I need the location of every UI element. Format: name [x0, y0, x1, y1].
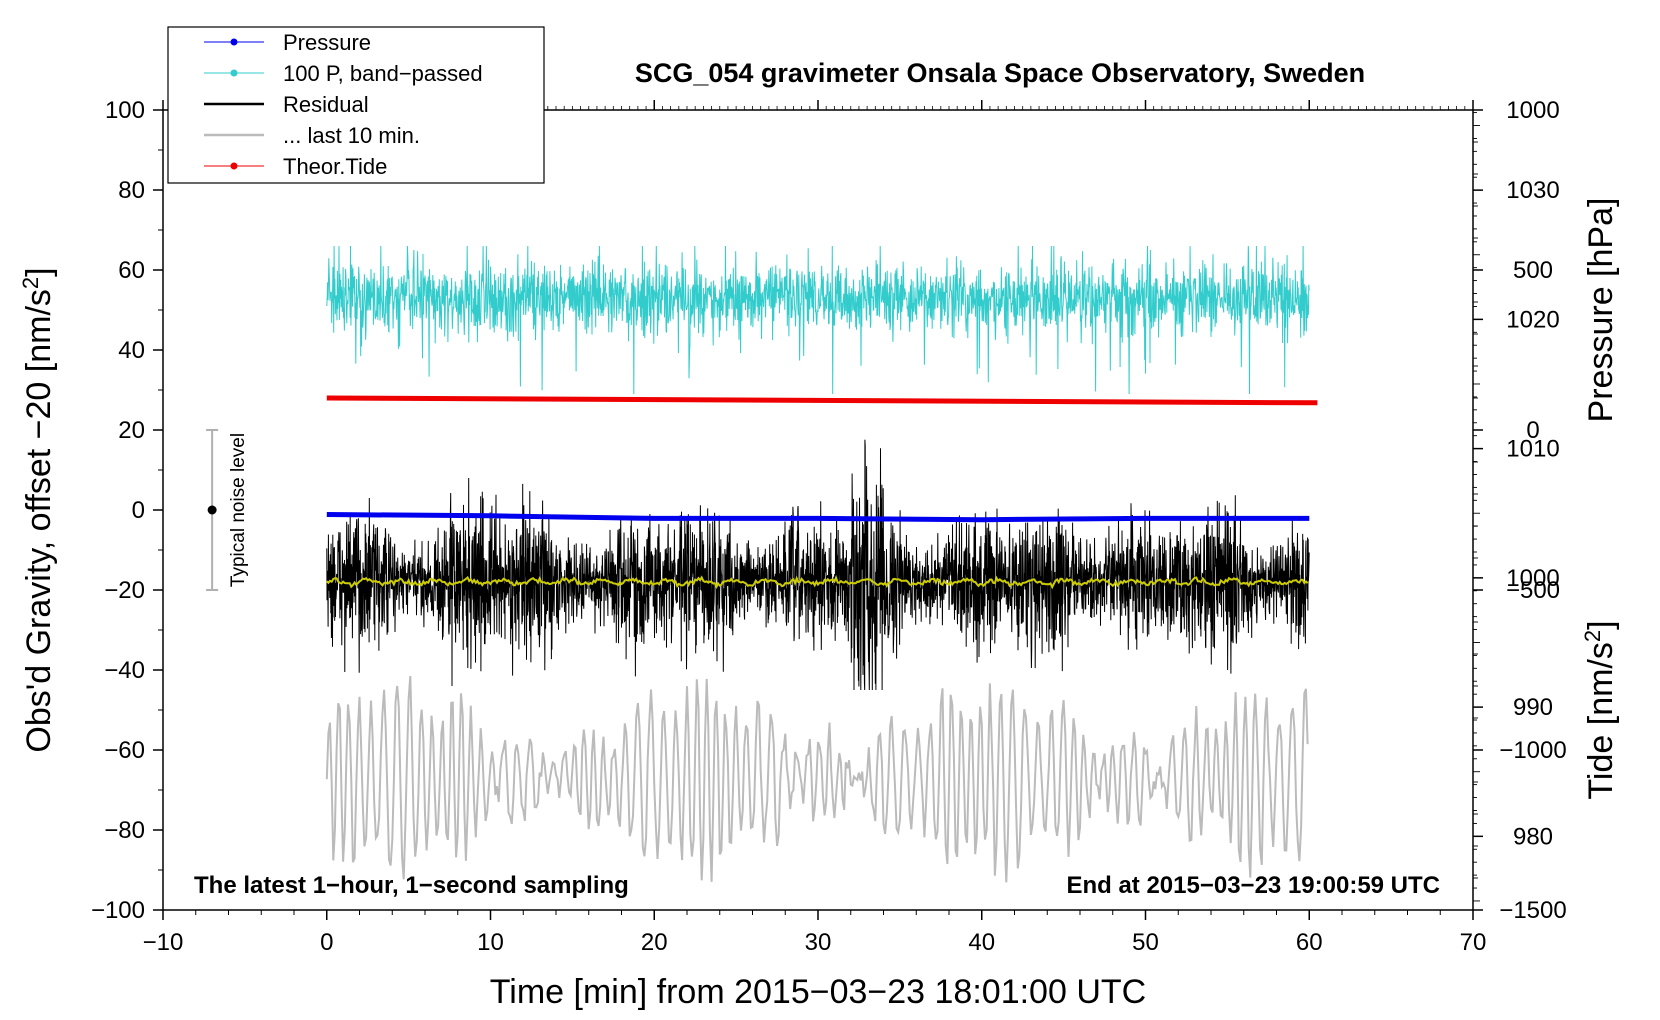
- y-tick-label: 80: [118, 177, 145, 204]
- tide-tick-label: −500: [1506, 577, 1560, 604]
- y-tick-label: −40: [104, 657, 145, 684]
- x-tick-label: 10: [477, 929, 504, 956]
- y-axis-title-pressure: Pressure [hPa]: [1582, 198, 1620, 423]
- series-last-10-min: [325, 675, 1309, 883]
- y-axis-title-left-end: ]: [20, 267, 58, 276]
- legend-label: Pressure: [283, 30, 371, 55]
- pressure-tick-label: 1000: [1506, 565, 1559, 592]
- legend: Pressure 100 P, band−passed Residual ... la…: [167, 26, 545, 184]
- pressure-tick-label: 1030: [1506, 177, 1559, 204]
- pressure-tick-label: 990: [1513, 694, 1553, 721]
- y-tick-label: −20: [104, 577, 145, 604]
- y-tick-label: −100: [91, 897, 145, 924]
- x-tick-label: 0: [320, 929, 333, 956]
- y-axis-title-tide-main: Tide [nm/s: [1582, 642, 1620, 799]
- y-axis-title-left: Obs'd Gravity, offset −20 [nm/s2]: [18, 267, 58, 752]
- tide-tick-label: −1000: [1499, 737, 1566, 764]
- series-residual: [326, 439, 1310, 691]
- pressure-tick-label: 1010: [1506, 436, 1559, 463]
- y-tick-label: −60: [104, 737, 145, 764]
- y-axis-title-left-main: Obs'd Gravity, offset −20 [nm/s: [20, 289, 58, 752]
- pressure-tick-label: 980: [1513, 823, 1553, 850]
- x-tick-label: 50: [1132, 929, 1159, 956]
- legend-label: ... last 10 min.: [283, 123, 420, 148]
- legend-label: 100 P, band−passed: [283, 61, 483, 86]
- legend-label: Theor.Tide: [283, 154, 387, 179]
- y-tick-label: 60: [118, 257, 145, 284]
- series-pressure-band-passed: [326, 245, 1310, 395]
- tide-tick-label: 500: [1513, 257, 1553, 284]
- chart-title: SCG_054 gravimeter Onsala Space Observat…: [635, 58, 1365, 88]
- tide-tick-label: 1000: [1506, 97, 1559, 124]
- x-tick-label: 40: [968, 929, 995, 956]
- x-tick-label: 20: [641, 929, 668, 956]
- legend-label: Residual: [283, 92, 369, 117]
- y-tick-label: 0: [132, 497, 145, 524]
- x-tick-label: 30: [805, 929, 832, 956]
- legend-marker: [230, 38, 238, 46]
- series-layer: [206, 245, 1318, 883]
- legend-marker: [230, 69, 238, 77]
- x-tick-label: 70: [1460, 929, 1487, 956]
- x-tick-label: 60: [1296, 929, 1323, 956]
- y-axis-title-tide: Tide [nm/s2]: [1580, 620, 1620, 799]
- y-axis-title-left-sup: 2: [18, 277, 43, 289]
- series-smoothed-residual: [326, 574, 1309, 590]
- y-tick-label: 20: [118, 417, 145, 444]
- series-theor-tide: [326, 395, 1318, 406]
- y-tick-label: 40: [118, 337, 145, 364]
- legend-marker: [230, 162, 238, 170]
- y-tick-label: 100: [105, 97, 145, 124]
- annotation-left: The latest 1−hour, 1−second sampling: [194, 872, 629, 899]
- y-axis-title-tide-end: ]: [1582, 620, 1620, 629]
- series-pressure: [326, 512, 1310, 523]
- y-tick-label: −80: [104, 817, 145, 844]
- x-axis-title: Time [min] from 2015−03−23 18:01:00 UTC: [490, 973, 1146, 1011]
- y-axis-title-tide-sup: 2: [1580, 630, 1605, 642]
- axis-layer: −10 0 10 20 30 40 50 60 70−100−80−60−40−20020406…: [91, 97, 1567, 956]
- tide-tick-label: 0: [1526, 417, 1539, 444]
- noise-bar-center: [207, 505, 217, 515]
- tide-tick-label: −1500: [1499, 897, 1566, 924]
- annotation-right: End at 2015−03−23 19:00:59 UTC: [1066, 872, 1440, 899]
- noise-label: Typical noise level: [228, 433, 249, 587]
- pressure-tick-label: 1020: [1506, 306, 1559, 333]
- x-tick-label: −10: [143, 929, 184, 956]
